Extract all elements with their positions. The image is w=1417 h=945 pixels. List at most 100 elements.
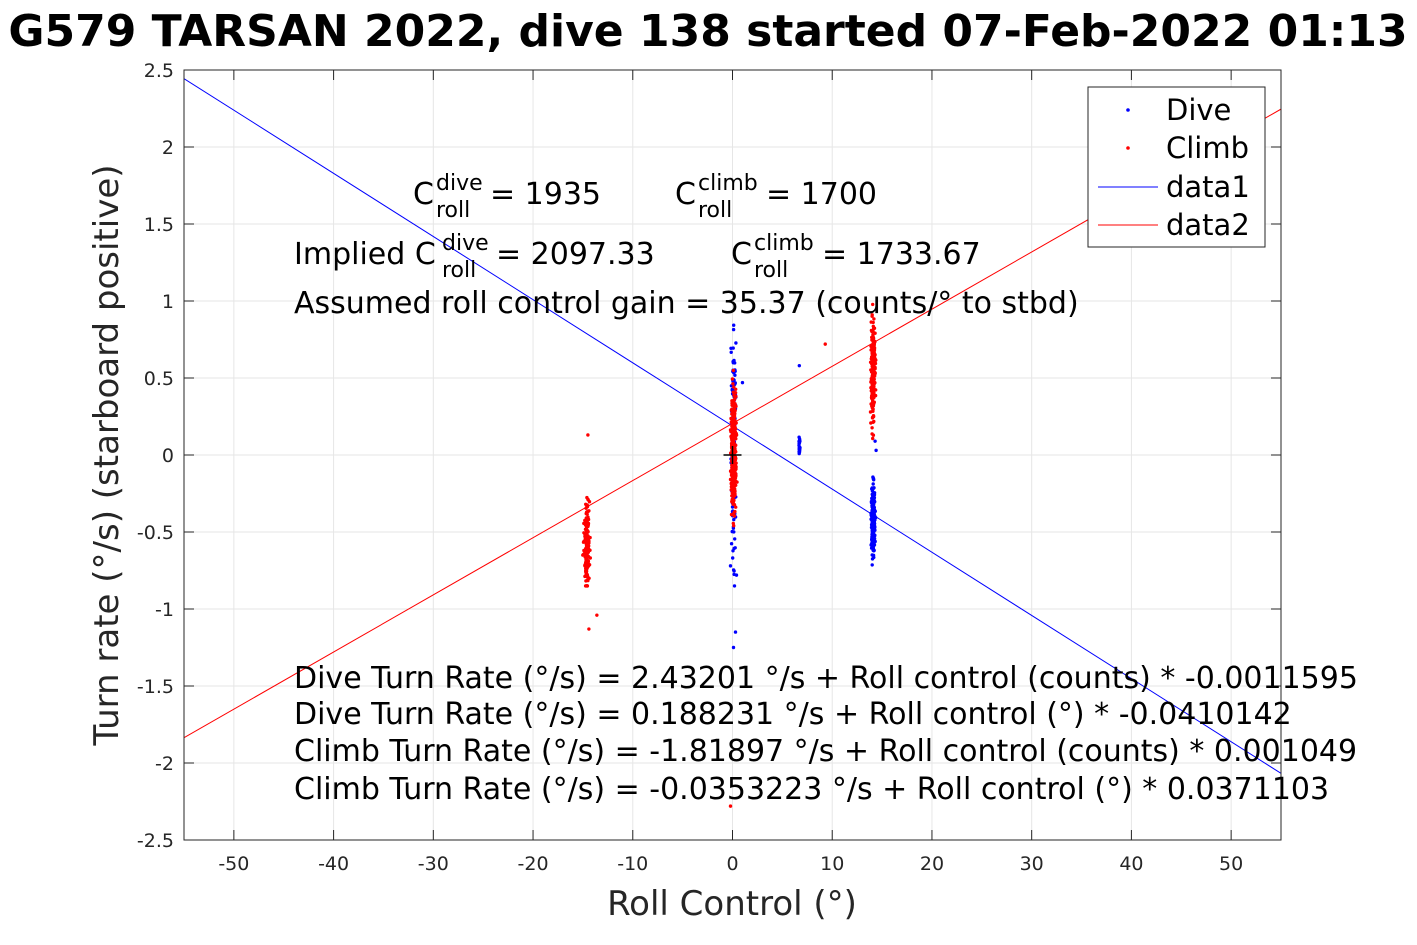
climb-point xyxy=(732,436,737,440)
x-tick-label: -40 xyxy=(318,853,349,875)
climb-point xyxy=(734,387,738,391)
climb-point xyxy=(871,420,875,424)
dive-point xyxy=(733,546,737,550)
dive-point xyxy=(871,544,875,548)
implied-climb-prefix: C xyxy=(731,237,752,272)
climb-point xyxy=(585,495,589,500)
x-tick-label: 50 xyxy=(1219,853,1243,875)
legend-data1-label: data1 xyxy=(1166,170,1250,204)
climb-point xyxy=(870,399,875,403)
climb-point xyxy=(732,514,737,518)
dive-point xyxy=(872,513,877,518)
y-tick-label: 2 xyxy=(162,137,174,159)
climb-point xyxy=(586,561,590,566)
c-climb-prefix: C xyxy=(675,177,696,212)
climb-point xyxy=(586,540,590,544)
climb-point xyxy=(583,551,587,556)
climb-point xyxy=(584,574,589,578)
c-dive-annotation: C dive roll = 1935 xyxy=(413,171,601,223)
climb-point xyxy=(585,584,589,588)
dive-point xyxy=(797,449,802,454)
dive-point xyxy=(871,542,875,546)
y-tick-label: -1 xyxy=(155,599,174,621)
climb-point xyxy=(584,502,588,506)
climb-point xyxy=(871,302,875,307)
implied-dive-sup: dive xyxy=(442,231,489,256)
implied-dive-value: = 2097.33 xyxy=(496,237,655,272)
climb-point xyxy=(584,534,588,539)
climb-point xyxy=(730,399,734,403)
x-tick-label: 30 xyxy=(1020,853,1044,875)
x-tick-label: -50 xyxy=(218,853,249,875)
x-tick-label: 0 xyxy=(726,853,738,875)
climb-point xyxy=(585,557,589,561)
implied-climb-value: = 1733.67 xyxy=(822,237,981,272)
climb-point xyxy=(872,377,876,381)
legend-climb-label: Climb xyxy=(1166,131,1249,165)
c-climb-value: = 1700 xyxy=(766,177,877,212)
climb-point xyxy=(731,501,735,505)
dive-point xyxy=(797,439,801,444)
climb-point xyxy=(734,394,738,399)
climb-point xyxy=(730,401,735,406)
x-axis-label: Roll Control (°) xyxy=(607,884,857,924)
climb-point xyxy=(585,537,589,541)
climb-point xyxy=(872,387,876,391)
climb-point xyxy=(872,350,876,354)
climb-point xyxy=(587,627,591,631)
climb-point xyxy=(584,520,588,524)
x-tick-label: -10 xyxy=(617,853,648,875)
y-tick-label: 0 xyxy=(162,445,174,467)
climb-point xyxy=(595,613,599,617)
dive-point xyxy=(871,476,876,481)
legend: Dive Climb data1 data2 xyxy=(1087,86,1266,248)
climb-point xyxy=(868,410,873,414)
implied-dive-sub: roll xyxy=(442,258,476,283)
climb-point xyxy=(732,492,736,497)
dive-point xyxy=(870,522,874,526)
climb-point xyxy=(731,521,735,526)
equation-dive-degrees: Dive Turn Rate (°/s) = 0.188231 °/s + Ro… xyxy=(294,697,1292,732)
climb-point xyxy=(872,391,876,395)
climb-point xyxy=(872,342,876,346)
dive-point xyxy=(730,505,735,509)
climb-point xyxy=(823,342,827,346)
c-climb-annotation: C climb roll = 1700 xyxy=(675,171,877,223)
climb-point xyxy=(734,474,738,478)
dive-point xyxy=(797,363,802,368)
climb-point xyxy=(871,320,875,325)
dive-point xyxy=(872,549,876,553)
climb-point xyxy=(588,556,592,560)
dive-point xyxy=(731,645,736,650)
climb-point xyxy=(868,360,873,364)
climb-point xyxy=(730,486,734,490)
implied-climb-annotation: C climb roll = 1733.67 xyxy=(731,231,981,283)
equation-climb-counts: Climb Turn Rate (°/s) = -1.81897 °/s + R… xyxy=(294,734,1357,769)
climb-point xyxy=(732,460,737,464)
dive-point xyxy=(732,530,736,534)
climb-point xyxy=(587,576,591,580)
dive-point xyxy=(870,497,874,501)
climb-point xyxy=(732,385,736,389)
climb-point xyxy=(732,511,736,515)
dive-point xyxy=(729,542,734,546)
c-dive-prefix: C xyxy=(413,177,434,212)
center-marker xyxy=(723,446,742,464)
climb-point xyxy=(732,405,737,410)
implied-dive-prefix: Implied C xyxy=(294,237,436,272)
climb-point xyxy=(873,360,877,364)
climb-point xyxy=(871,345,875,349)
c-dive-value: = 1935 xyxy=(490,177,601,212)
climb-point xyxy=(730,420,734,424)
y-tick-label: 1 xyxy=(162,291,174,313)
climb-point xyxy=(733,397,737,401)
dive-point xyxy=(733,537,737,541)
dive-point xyxy=(733,361,737,365)
climb-point xyxy=(731,483,736,488)
climb-point xyxy=(871,436,875,441)
climb-point xyxy=(732,479,736,483)
dive-point xyxy=(729,350,733,354)
dive-point xyxy=(732,517,736,522)
climb-point xyxy=(584,569,588,573)
climb-point xyxy=(733,444,737,448)
